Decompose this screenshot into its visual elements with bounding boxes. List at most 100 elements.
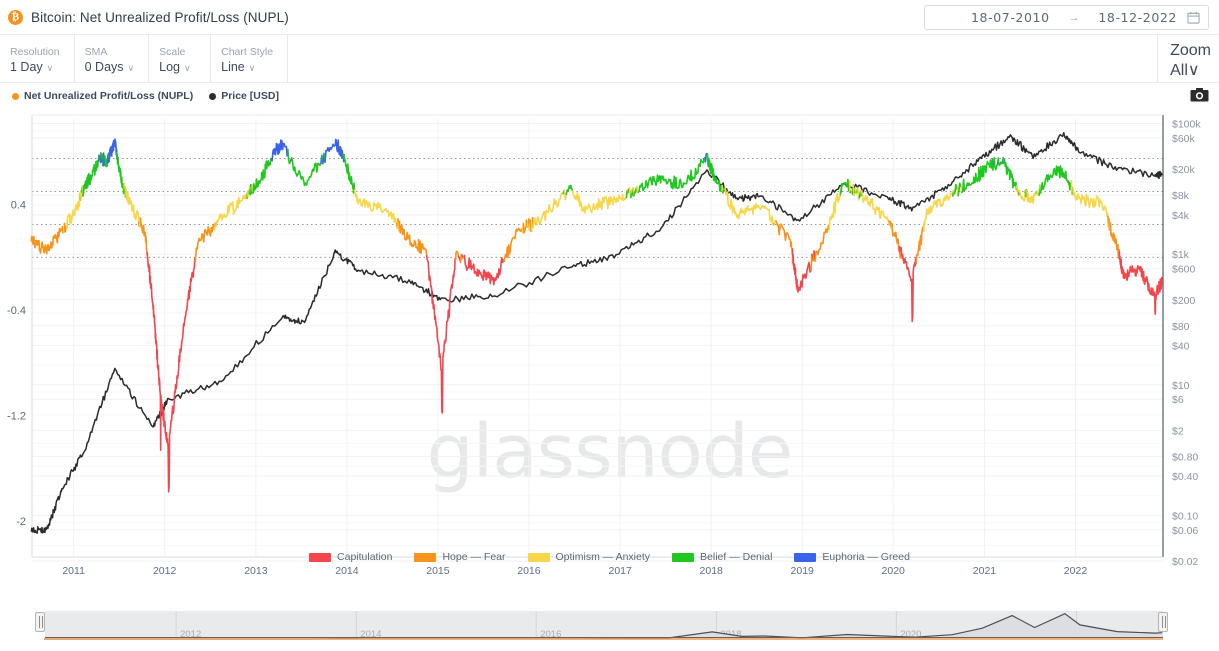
svg-text:$600: $600: [1172, 264, 1196, 276]
control-chart-style-value-text: Line: [221, 60, 245, 74]
band-swatch-euphoria-greed: [794, 552, 817, 562]
control-scale[interactable]: Scale Log ∨: [149, 35, 212, 82]
svg-text:-2: -2: [16, 516, 26, 528]
band-label-hope-fear: Hope — Fear: [442, 551, 506, 563]
svg-text:$200: $200: [1172, 295, 1196, 307]
chevron-down-icon: ∨: [183, 63, 191, 73]
svg-text:$0.02: $0.02: [1172, 556, 1198, 568]
band-label-belief-denial: Belief — Denial: [700, 551, 773, 563]
page-header: ₿ Bitcoin: Net Unrealized Profit/Loss (N…: [0, 0, 1219, 35]
calendar-icon[interactable]: [1177, 11, 1200, 24]
svg-text:$80: $80: [1172, 321, 1190, 333]
control-zoom-label: Zoom: [1170, 42, 1211, 59]
svg-text:$60k: $60k: [1172, 133, 1196, 145]
controls-spacer: [288, 35, 1159, 82]
svg-text:$6: $6: [1172, 394, 1184, 406]
chevron-down-icon: ∨: [248, 63, 256, 73]
legend-item-nupl[interactable]: Net Unrealized Profit/Loss (NUPL): [12, 90, 193, 102]
svg-text:$2: $2: [1172, 425, 1184, 437]
svg-text:$10: $10: [1172, 380, 1190, 392]
svg-text:$8k: $8k: [1172, 190, 1190, 202]
svg-text:0.4: 0.4: [11, 200, 26, 212]
svg-text:2019: 2019: [791, 565, 815, 577]
control-zoom-value[interactable]: All∨: [1170, 60, 1211, 80]
control-sma-value[interactable]: 0 Days ∨: [85, 59, 135, 77]
svg-text:$0.06: $0.06: [1172, 525, 1198, 537]
svg-text:2014: 2014: [360, 629, 381, 640]
band-label-capitulation: Capitulation: [337, 551, 393, 563]
control-resolution-value[interactable]: 1 Day ∨: [10, 59, 60, 77]
date-from-input[interactable]: 18-07-2010: [971, 10, 1050, 25]
control-chart-style-value[interactable]: Line ∨: [221, 59, 273, 77]
control-scale-value-text: Log: [159, 60, 180, 74]
bitcoin-icon: ₿: [8, 9, 23, 25]
svg-text:$20k: $20k: [1172, 164, 1196, 176]
svg-text:$100k: $100k: [1172, 119, 1201, 131]
svg-text:$0.40: $0.40: [1172, 471, 1198, 483]
svg-text:2016: 2016: [540, 629, 561, 640]
date-range-arrow: →: [1068, 11, 1080, 24]
control-resolution-value-text: 1 Day: [10, 60, 43, 74]
band-swatch-capitulation: [309, 552, 332, 562]
svg-text:2016: 2016: [517, 565, 541, 577]
svg-text:-1.2: -1.2: [7, 411, 26, 423]
band-legend-item-belief-denial[interactable]: Belief — Denial: [672, 551, 772, 563]
legend-label-price: Price [USD]: [221, 90, 279, 102]
band-swatch-optimism-anxiety: [527, 552, 550, 562]
control-resolution[interactable]: Resolution 1 Day ∨: [0, 35, 75, 82]
chevron-down-icon: ∨: [127, 63, 135, 73]
svg-text:-0.4: -0.4: [7, 305, 26, 317]
control-sma-value-text: 0 Days: [84, 60, 124, 74]
page-title: Bitcoin: Net Unrealized Profit/Loss (NUP…: [31, 9, 289, 25]
band-label-euphoria-greed: Euphoria — Greed: [822, 551, 910, 563]
band-legend-item-capitulation[interactable]: Capitulation: [309, 551, 392, 563]
chart-navigator[interactable]: 201220142016201820202022: [0, 600, 1219, 651]
svg-text:2011: 2011: [62, 565, 85, 577]
series-legend: Net Unrealized Profit/Loss (NUPL) Price …: [0, 83, 1219, 109]
svg-text:2012: 2012: [153, 565, 177, 577]
legend-dot-nupl: [12, 92, 19, 100]
control-sma[interactable]: SMA 0 Days ∨: [75, 35, 150, 82]
legend-dot-price: [209, 92, 217, 100]
control-scale-value[interactable]: Log ∨: [159, 59, 196, 77]
control-zoom[interactable]: Zoom All∨: [1158, 35, 1219, 82]
band-legend-item-hope-fear[interactable]: Hope — Fear: [414, 551, 506, 563]
band-legend-item-euphoria-greed[interactable]: Euphoria — Greed: [794, 551, 910, 563]
chevron-down-icon: ∨: [1187, 62, 1200, 79]
band-legend: Capitulation Hope — Fear Optimism — Anxi…: [0, 551, 1219, 563]
band-label-optimism-anxiety: Optimism — Anxiety: [555, 551, 651, 563]
svg-text:2022: 2022: [1064, 565, 1088, 577]
date-to-input[interactable]: 18-12-2022: [1098, 10, 1177, 25]
svg-text:2015: 2015: [426, 565, 450, 577]
navigator-right-handle[interactable]: [1158, 612, 1168, 632]
svg-text:$40: $40: [1172, 340, 1190, 352]
svg-text:$1k: $1k: [1172, 249, 1190, 261]
control-sma-label: SMA: [84, 46, 108, 58]
control-scale-label: Scale: [159, 46, 186, 58]
control-zoom-value-text: All: [1170, 62, 1188, 79]
svg-text:2021: 2021: [973, 565, 997, 577]
control-resolution-label: Resolution: [10, 46, 60, 58]
svg-text:2012: 2012: [180, 629, 201, 640]
band-swatch-hope-fear: [414, 552, 437, 562]
band-legend-item-optimism-anxiety[interactable]: Optimism — Anxiety: [527, 551, 651, 563]
svg-text:2017: 2017: [609, 565, 633, 577]
chart-controls-bar: Resolution 1 Day ∨ SMA 0 Days ∨ Scale Log ∨…: [0, 35, 1219, 83]
band-swatch-belief-denial: [672, 552, 695, 562]
control-chart-style-label: Chart Style: [221, 46, 274, 58]
svg-text:2014: 2014: [335, 565, 359, 577]
svg-text:2020: 2020: [900, 629, 921, 640]
control-chart-style[interactable]: Chart Style Line ∨: [211, 35, 289, 82]
navigator-svg: 201220142016201820202022: [44, 611, 1163, 640]
svg-text:$0.10: $0.10: [1172, 510, 1198, 522]
chart-area[interactable]: glassnode 2011 2012 2013 2014 2015 2016 2017 20…: [0, 109, 1219, 579]
date-range-picker[interactable]: 18-07-2010 → 18-12-2022: [924, 5, 1209, 30]
legend-item-price[interactable]: Price [USD]: [209, 90, 279, 102]
legend-label-nupl: Net Unrealized Profit/Loss (NUPL): [24, 90, 194, 102]
svg-text:2020: 2020: [882, 565, 906, 577]
navigator-left-handle[interactable]: [35, 612, 45, 632]
svg-text:$4k: $4k: [1172, 210, 1190, 222]
camera-icon[interactable]: [1189, 86, 1209, 104]
chevron-down-icon: ∨: [46, 63, 54, 73]
svg-text:2018: 2018: [700, 565, 724, 577]
